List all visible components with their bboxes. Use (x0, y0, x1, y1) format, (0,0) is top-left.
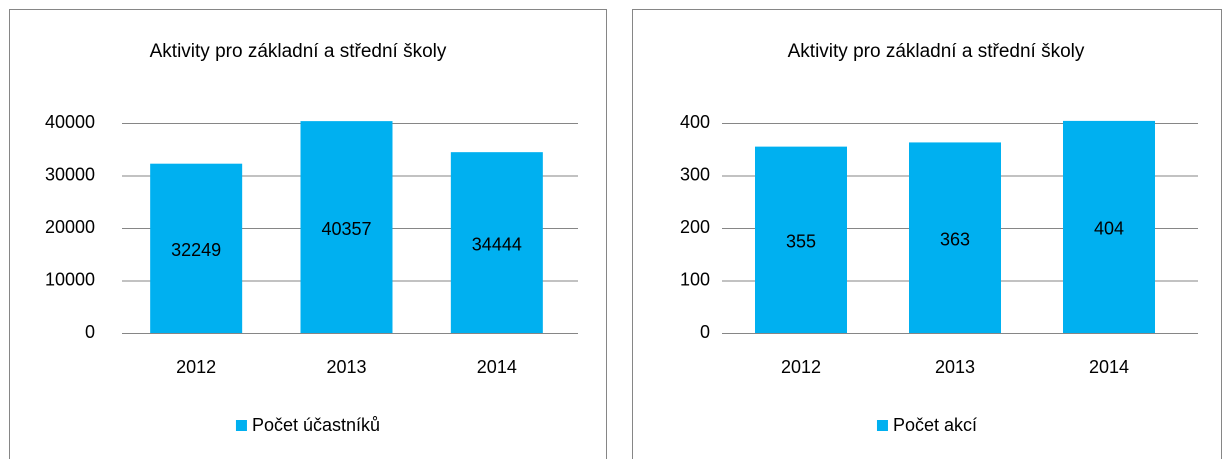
y-tick-label: 40000 (45, 112, 95, 132)
bar (150, 163, 243, 333)
chart-title: Aktivity pro základní a střední školy (788, 41, 1085, 62)
y-tick-label: 20000 (45, 217, 95, 237)
x-tick-label: 2012 (781, 357, 821, 377)
bar (755, 146, 847, 333)
legend-swatch (876, 420, 888, 431)
y-tick-label: 400 (680, 112, 710, 132)
y-tick-label: 0 (700, 322, 710, 342)
bar (450, 152, 543, 333)
legend-label: Počet akcí (893, 415, 977, 435)
data-label: 355 (786, 232, 816, 252)
data-label: 34444 (472, 234, 522, 254)
data-label: 404 (1094, 219, 1124, 239)
data-label: 363 (940, 229, 970, 249)
bar (300, 121, 393, 333)
legend-swatch (235, 420, 247, 431)
legend-label: Počet účastníků (252, 415, 380, 435)
y-tick-label: 300 (680, 164, 710, 184)
x-tick-label: 2012 (176, 357, 216, 377)
y-tick-label: 0 (85, 322, 95, 342)
data-label: 32249 (171, 240, 221, 260)
y-tick-label: 200 (680, 217, 710, 237)
x-tick-label: 2014 (1089, 357, 1129, 377)
x-tick-label: 2013 (935, 357, 975, 377)
bar (1063, 120, 1155, 334)
bar (909, 142, 1001, 333)
y-tick-label: 10000 (45, 269, 95, 289)
y-tick-label: 30000 (45, 164, 95, 184)
chart-title: Aktivity pro základní a střední školy (150, 41, 447, 62)
data-label: 40357 (321, 219, 371, 239)
x-tick-label: 2014 (477, 357, 517, 377)
y-tick-label: 100 (680, 269, 710, 289)
x-tick-label: 2013 (326, 357, 366, 377)
